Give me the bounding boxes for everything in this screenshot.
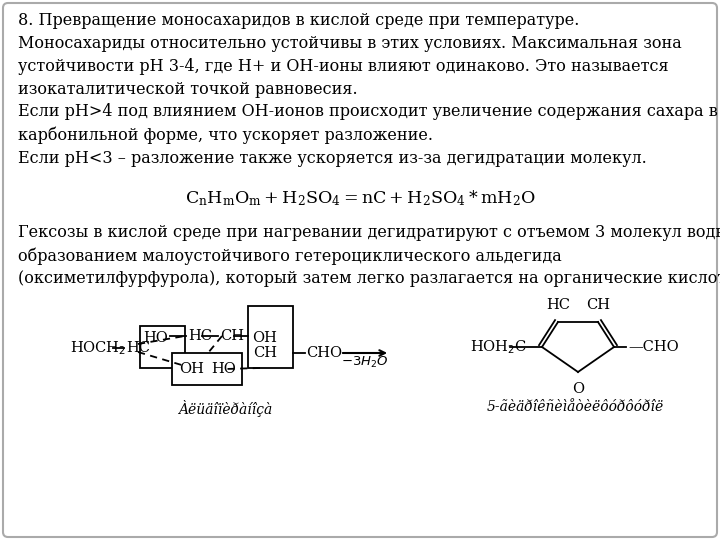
Bar (140, 326, 185, 368)
Text: —CHO: —CHO (628, 340, 679, 354)
Text: Гексозы в кислой среде при нагревании дегидратируют с отъемом 3 молекул воды и
о: Гексозы в кислой среде при нагревании де… (18, 224, 720, 287)
Text: HC: HC (188, 329, 212, 343)
Bar (172, 353, 242, 385)
Text: OH: OH (253, 331, 277, 345)
Text: $\mathregular{C_nH_mO_m + H_2SO_4 = nC + H_2SO_4*mH_2O}$: $\mathregular{C_nH_mO_m + H_2SO_4 = nC +… (184, 188, 536, 208)
Text: HO: HO (143, 331, 168, 345)
Text: HC: HC (546, 298, 570, 312)
Text: 5-ãèäðîêñèìåòèëôóðôóðîë: 5-ãèäðîêñèìåòèëôóðôóðîë (487, 400, 664, 414)
Text: 8. Превращение моносахаридов в кислой среде при температуре.
Моносахариды относи: 8. Превращение моносахаридов в кислой ср… (18, 12, 718, 167)
Text: HOCH$_2$: HOCH$_2$ (70, 339, 126, 357)
Text: HO: HO (212, 362, 236, 376)
Text: Àëüäîïèðàíîçà: Àëüäîïèðàíîçà (178, 400, 272, 417)
Text: CH: CH (220, 329, 244, 343)
Text: OH: OH (179, 362, 204, 376)
Text: HOH$_2$C: HOH$_2$C (470, 338, 527, 356)
Text: $-3H_2O$: $-3H_2O$ (341, 354, 389, 369)
Text: HC: HC (126, 341, 150, 355)
Text: CH: CH (586, 298, 610, 312)
Text: CHO: CHO (306, 346, 342, 360)
Text: O: O (572, 382, 584, 396)
Text: CH: CH (253, 346, 277, 360)
FancyBboxPatch shape (3, 3, 717, 537)
Bar (248, 306, 293, 368)
